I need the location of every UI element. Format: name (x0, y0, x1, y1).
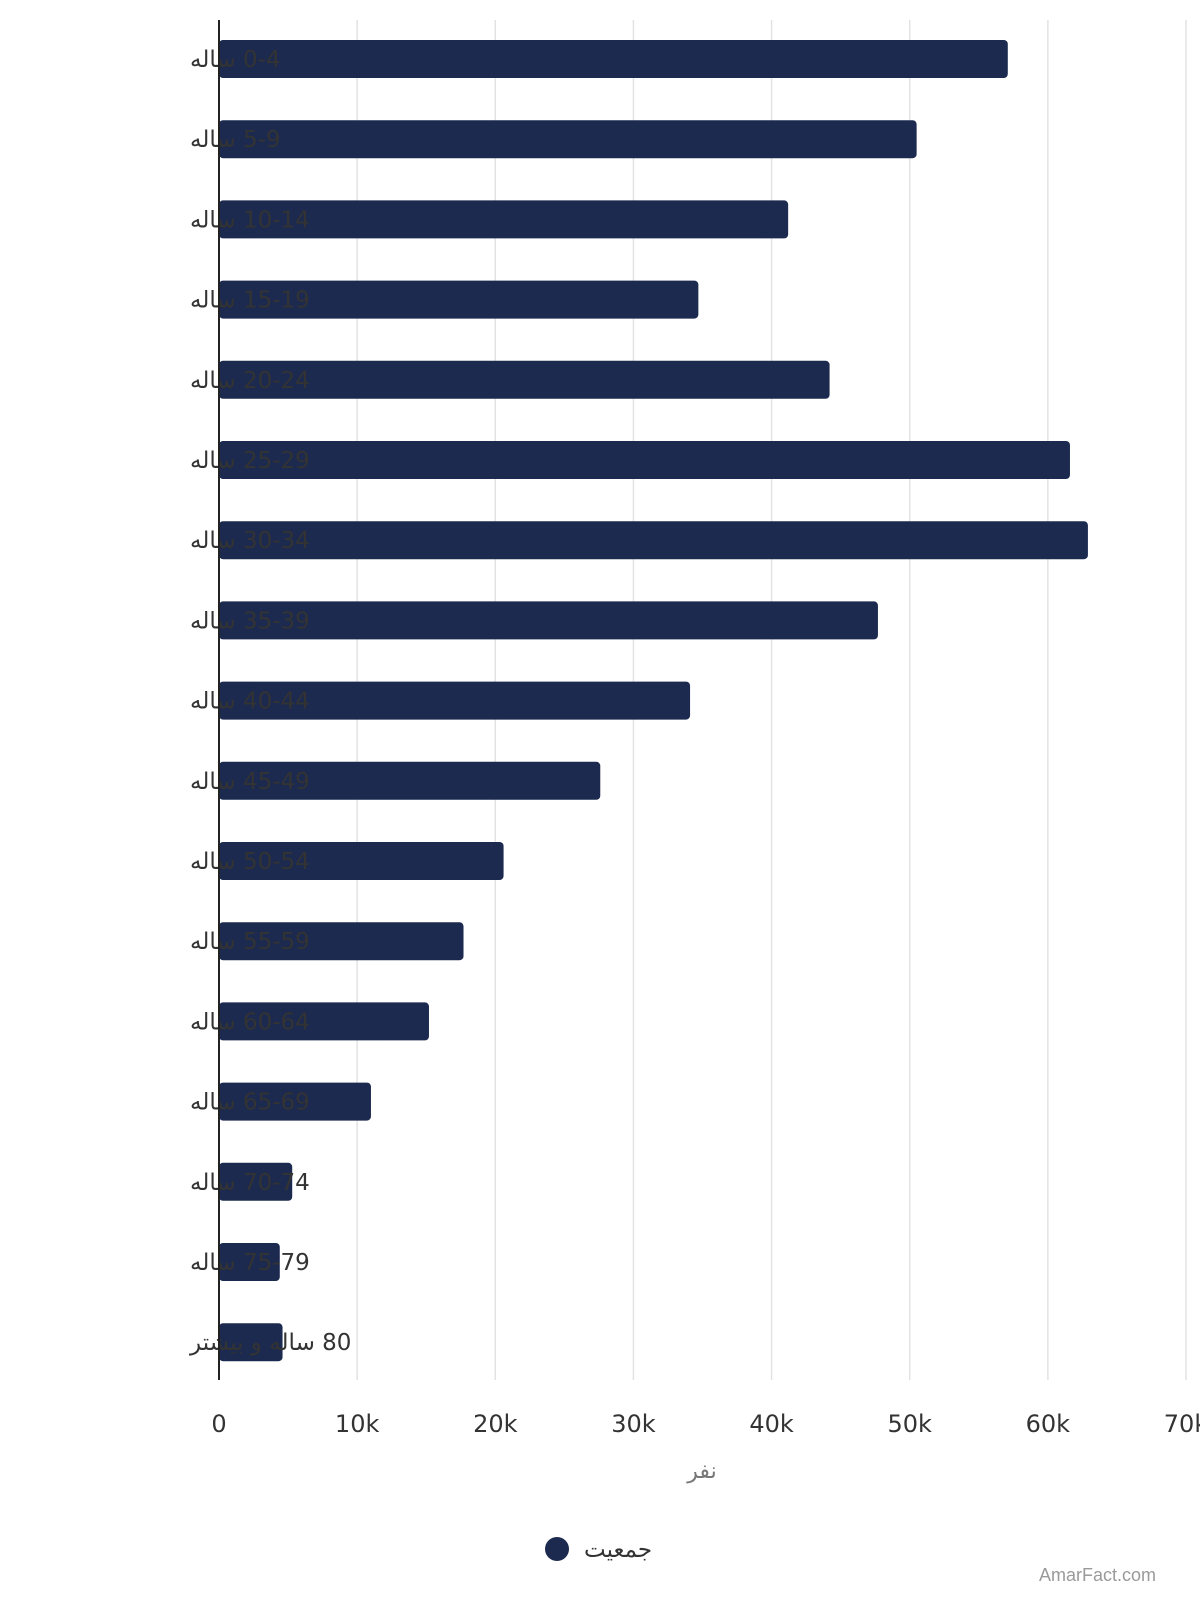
x-tick-label: 50k (887, 1410, 932, 1438)
category-label: 5-9 ساله (190, 127, 281, 153)
bar (219, 40, 1008, 78)
bar (219, 521, 1088, 560)
category-label: 10-14 ساله (190, 207, 310, 233)
category-label: 30-34 ساله (190, 528, 310, 554)
category-label: 25-29 ساله (190, 448, 310, 474)
bar (219, 1082, 371, 1121)
category-label: 0-4 ساله (190, 47, 281, 73)
x-tick-label: 70k (1164, 1410, 1200, 1438)
bar (219, 842, 504, 880)
x-tick-label: 10k (335, 1410, 380, 1438)
bar (219, 1243, 280, 1281)
x-tick-label: 60k (1026, 1410, 1071, 1438)
watermark: AmarFact.com (1038, 1565, 1156, 1585)
bar (219, 360, 830, 399)
category-label: 20-24 ساله (190, 368, 310, 394)
bar (219, 1162, 293, 1201)
category-label: 15-19 ساله (190, 288, 310, 314)
category-label: 70-74 ساله (190, 1170, 310, 1196)
category-label: 65-69 ساله (190, 1090, 310, 1116)
category-label: 40-44 ساله (190, 689, 310, 715)
category-label: 35-39 ساله (190, 608, 310, 634)
x-tick-label: 30k (611, 1410, 656, 1438)
category-label: 55-59 ساله (190, 929, 310, 955)
bar (219, 922, 464, 961)
category-label: 80 ساله و بیشتر (189, 1330, 351, 1356)
x-tick-label: 20k (473, 1410, 518, 1438)
bar (219, 441, 1070, 479)
category-label: 45-49 ساله (190, 769, 310, 795)
legend-swatch (545, 1537, 569, 1561)
bar (219, 200, 789, 239)
x-axis-label: نفر (686, 1459, 716, 1484)
category-label: 60-64 ساله (190, 1009, 310, 1035)
bar (219, 681, 691, 720)
category-label: 50-54 ساله (190, 849, 310, 875)
bar (219, 1323, 283, 1362)
bar (219, 120, 917, 159)
x-tick-label: 40k (749, 1410, 794, 1438)
bar (219, 601, 878, 640)
bar (219, 761, 601, 800)
category-label: 75-79 ساله (190, 1250, 310, 1276)
legend-label: جمعیت (584, 1537, 652, 1563)
x-tick-label: 0 (211, 1410, 226, 1438)
bar (219, 280, 699, 319)
bar (219, 1002, 429, 1041)
